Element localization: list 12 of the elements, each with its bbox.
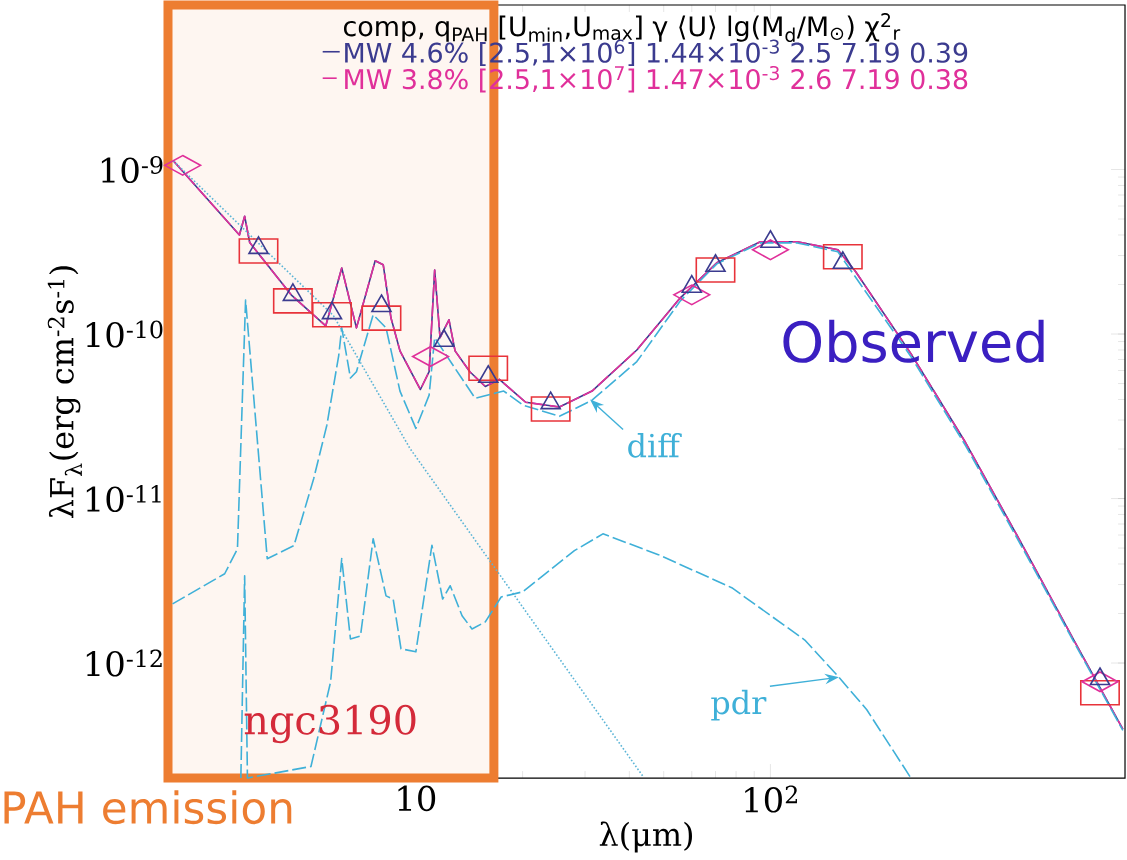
y-axis-title: λF$_{λ}$(erg cm$^{-2}$s$^{-1}$) bbox=[47, 266, 82, 518]
y-tick-label: 10$^{-9}$ bbox=[101, 155, 163, 184]
band-label: PAH emission bbox=[4, 790, 292, 825]
annotation: ngc3190 bbox=[244, 704, 416, 744]
y-tick-label: 10$^{-11}$ bbox=[86, 484, 161, 513]
x-tick-label: 10 bbox=[398, 785, 436, 812]
annotation: diff bbox=[628, 433, 682, 458]
x-axis-title: λ(μm) bbox=[599, 821, 692, 853]
y-tick-label: 10$^{-12}$ bbox=[86, 649, 162, 677]
x-tick-label: 10$^{2}$ bbox=[745, 785, 797, 813]
y-tick-label: 10$^{-10}$ bbox=[86, 320, 163, 348]
annotation: pdr bbox=[711, 689, 767, 721]
